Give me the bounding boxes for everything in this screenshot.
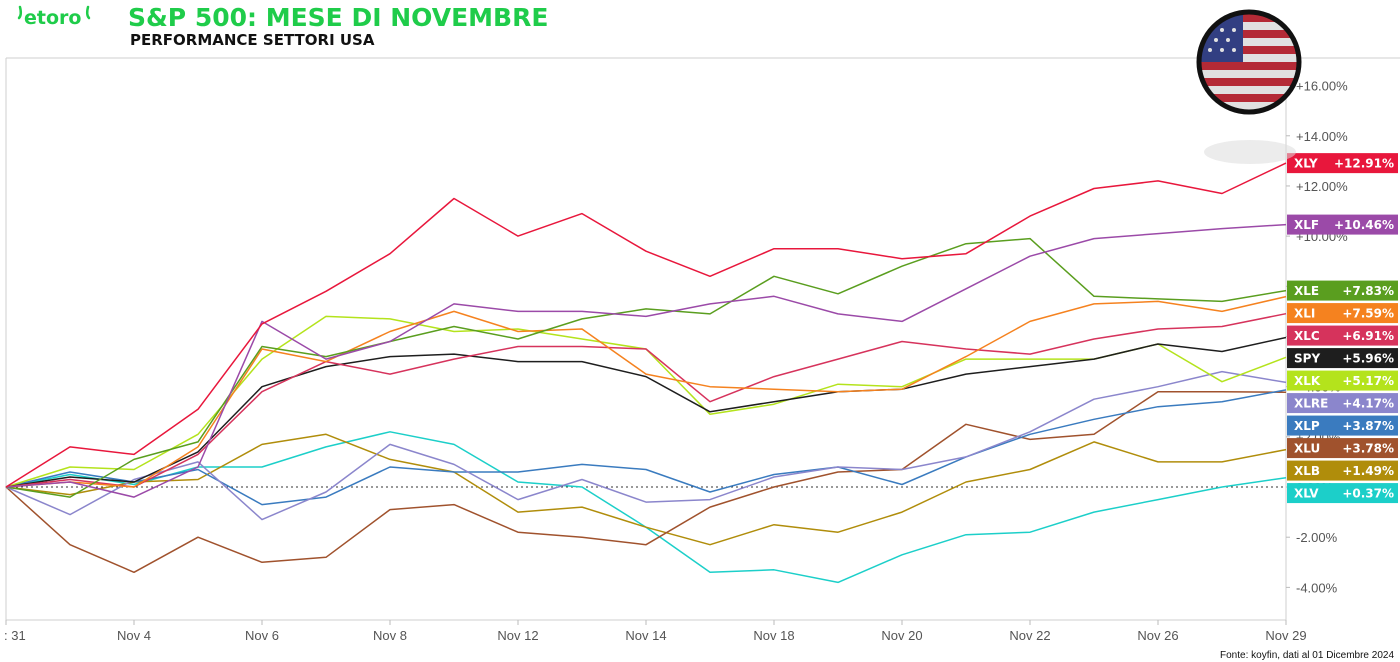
badge-value: +3.78% <box>1342 442 1394 456</box>
series-legend-badges: XLY +12.91%XLF +10.46%XLE +7.83%XLI +7.59%XL… <box>1287 153 1398 504</box>
badge-background <box>1287 415 1398 436</box>
x-tick-label: Nov 6 <box>245 628 279 643</box>
badge-value: +6.91% <box>1342 329 1394 343</box>
badge-symbol: XLB <box>1294 464 1320 478</box>
y-tick-label: +14.00% <box>1296 129 1348 144</box>
badge-background <box>1287 483 1398 504</box>
x-tick-label: : 31 <box>4 628 26 643</box>
badge-symbol: XLRE <box>1294 397 1328 411</box>
badge-symbol: XLY <box>1294 157 1318 171</box>
y-tick-label: -4.00% <box>1296 580 1338 595</box>
badge-background <box>1287 460 1398 481</box>
badge-value: +4.17% <box>1342 397 1394 411</box>
series-line-spy <box>5 336 1287 488</box>
badge-symbol: XLI <box>1294 307 1315 321</box>
badge-symbol: XLP <box>1294 419 1320 433</box>
etoro-logo-icon <box>17 5 23 20</box>
legend-badge-xlf: XLF +10.46% <box>1287 214 1398 235</box>
x-tick-label: Nov 14 <box>625 628 666 643</box>
series-line-xlu <box>5 390 1287 574</box>
legend-badge-xlre: XLRE +4.17% <box>1287 393 1398 414</box>
x-tick-label: Nov 18 <box>753 628 794 643</box>
badge-background <box>1287 393 1398 414</box>
source-note: Fonte: koyfin, dati al 01 Dicembre 2024 <box>1220 650 1394 661</box>
page-title: S&P 500: MESE DI NOVEMBRE <box>128 3 548 32</box>
badge-value: +0.37% <box>1342 487 1394 501</box>
series-line-xlre <box>5 370 1287 521</box>
page-subtitle: PERFORMANCE SETTORI USA <box>130 31 375 49</box>
series-line-xlf <box>5 223 1287 498</box>
badge-background <box>1287 153 1398 174</box>
legend-badge-xlp: XLP +3.87% <box>1287 415 1398 436</box>
badge-symbol: XLE <box>1294 284 1319 298</box>
y-tick-label: +16.00% <box>1296 79 1348 94</box>
badge-value: +5.96% <box>1342 352 1394 366</box>
legend-badge-xli: XLI +7.59% <box>1287 303 1398 324</box>
series-line-xle <box>5 237 1287 498</box>
x-tick-label: Nov 20 <box>881 628 922 643</box>
header: etoro S&P 500: MESE DI NOVEMBRE PERFORMA… <box>17 3 548 49</box>
series-line-xly <box>5 162 1287 488</box>
legend-badge-xly: XLY +12.91% <box>1287 153 1398 174</box>
badge-value: +3.87% <box>1342 419 1394 433</box>
x-tick-label: Nov 4 <box>117 628 151 643</box>
legend-badge-spy: SPY +5.96% <box>1287 348 1398 369</box>
x-tick-label: Nov 22 <box>1009 628 1050 643</box>
etoro-logo: etoro <box>24 7 81 29</box>
y-tick-label: +12.00% <box>1296 179 1348 194</box>
y-tick-label: -2.00% <box>1296 530 1338 545</box>
badge-background <box>1287 280 1398 301</box>
legend-badge-xlk: XLK +5.17% <box>1287 370 1398 391</box>
badge-background <box>1287 370 1398 391</box>
x-tick-label: Nov 12 <box>497 628 538 643</box>
badge-symbol: SPY <box>1294 352 1320 366</box>
series-lines <box>5 162 1287 584</box>
badge-background <box>1287 348 1398 369</box>
badge-symbol: XLU <box>1294 442 1320 456</box>
badge-value: +10.46% <box>1334 218 1394 232</box>
badge-background <box>1287 303 1398 324</box>
badge-value: +5.17% <box>1342 374 1394 388</box>
badge-value: +7.83% <box>1342 284 1394 298</box>
legend-badge-xlu: XLU +3.78% <box>1287 438 1398 459</box>
plot-frame <box>5 57 1400 621</box>
x-axis: : 31 Nov 4 Nov 6 Nov 8 Nov 12 Nov 14 Nov 18 Nov… <box>4 620 1307 643</box>
series-line-xlb <box>5 433 1287 546</box>
badge-symbol: XLC <box>1294 329 1320 343</box>
x-tick-label: Nov 8 <box>373 628 407 643</box>
legend-badge-xlb: XLB +1.49% <box>1287 460 1398 481</box>
legend-badge-xlc: XLC +6.91% <box>1287 325 1398 346</box>
badge-symbol: XLK <box>1294 374 1321 388</box>
badge-background <box>1287 214 1398 235</box>
series-line-xlc <box>5 312 1287 488</box>
us-flag-icon <box>1196 9 1302 164</box>
badge-value: +12.91% <box>1334 157 1394 171</box>
badge-background <box>1287 438 1398 459</box>
x-tick-label: Nov 29 <box>1265 628 1306 643</box>
x-tick-label: Nov 26 <box>1137 628 1178 643</box>
badge-value: +7.59% <box>1342 307 1394 321</box>
legend-badge-xlv: XLV +0.37% <box>1287 483 1398 504</box>
series-line-xli <box>5 295 1287 488</box>
badge-value: +1.49% <box>1342 464 1394 478</box>
badge-symbol: XLF <box>1294 218 1319 232</box>
badge-background <box>1287 325 1398 346</box>
legend-badge-xle: XLE +7.83% <box>1287 280 1398 301</box>
badge-symbol: XLV <box>1294 487 1319 501</box>
